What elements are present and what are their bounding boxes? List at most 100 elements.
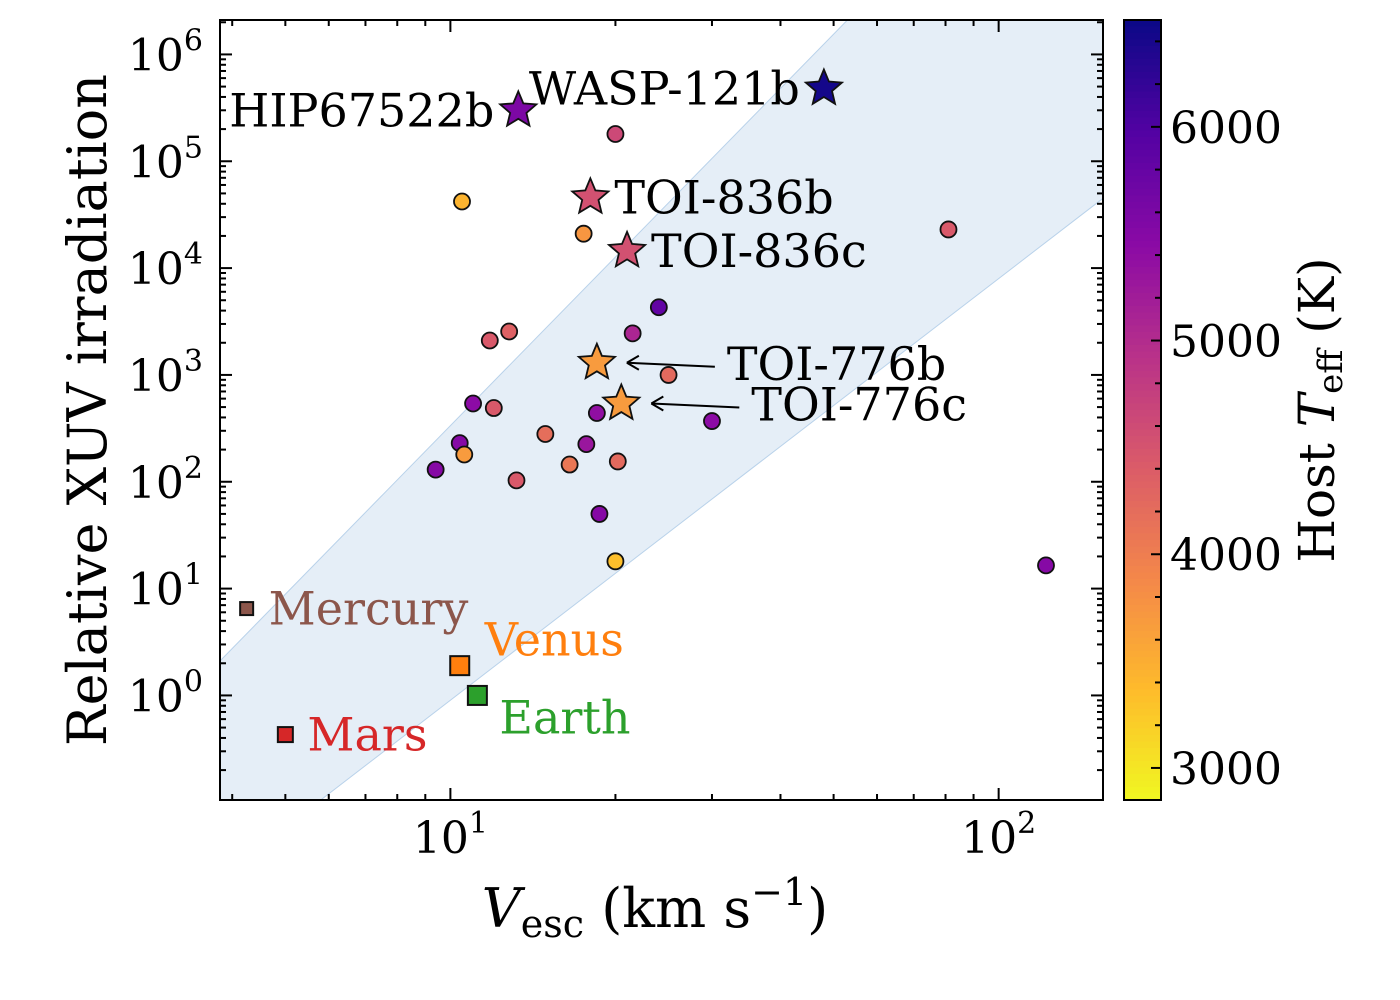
- colorbar-segment: [1124, 195, 1161, 203]
- planet-point: [480, 331, 499, 350]
- colorbar-segment: [1124, 754, 1161, 762]
- colorbar-segment: [1124, 611, 1161, 619]
- colorbar-segment: [1124, 208, 1161, 216]
- colorbar-segment: [1124, 715, 1161, 723]
- y-tick-label: 103: [128, 344, 203, 402]
- solar-planet-label: Mars: [307, 708, 427, 762]
- colorbar-segment: [1124, 111, 1161, 119]
- colorbar-segment: [1124, 670, 1161, 678]
- colorbar-segment: [1124, 143, 1161, 151]
- colorbar-segment: [1124, 566, 1161, 574]
- colorbar-segment: [1124, 553, 1161, 561]
- colorbar-segment: [1124, 377, 1161, 385]
- data-marks: Mercury Venus Earth Mars HIP67522b WASP-121b T…: [229, 61, 1055, 762]
- colorbar-segment: [1124, 176, 1161, 184]
- colorbar-segment: [1124, 475, 1161, 483]
- colorbar-segment: [1124, 403, 1161, 411]
- colorbar-segment: [1124, 540, 1161, 548]
- colorbar-segment: [1124, 137, 1161, 145]
- colorbar-segment: [1124, 390, 1161, 398]
- highlighted-planet-label: TOI-836c: [651, 224, 867, 278]
- highlighted-planet-label: WASP-121b: [529, 61, 800, 115]
- x-axis-label: Vesc (km s−1): [482, 870, 828, 946]
- colorbar-segment: [1124, 371, 1161, 379]
- x-axis-label-close: ): [807, 877, 828, 940]
- x-tick-label: 102: [961, 806, 1036, 864]
- colorbar-segment: [1124, 156, 1161, 164]
- colorbar-tick-label: 6000: [1170, 103, 1282, 154]
- colorbar-segment: [1124, 429, 1161, 437]
- planet-point: [606, 552, 625, 571]
- planet-point: [659, 366, 678, 384]
- colorbar-segment: [1124, 598, 1161, 606]
- colorbar-segment: [1124, 169, 1161, 177]
- colorbar-label: Host Teff (K): [1288, 257, 1351, 562]
- colorbar-segment: [1124, 351, 1161, 359]
- plot-frame: [219, 19, 1104, 801]
- planet-point: [577, 435, 596, 454]
- colorbar-segment: [1124, 338, 1161, 346]
- solar-planet-label: Earth: [499, 690, 630, 744]
- axis-ticks: 101 102 100 101 102 103 104 105 106: [128, 20, 1103, 864]
- colorbar-segment: [1124, 267, 1161, 275]
- colorbar-tick-label: 4000: [1170, 530, 1282, 581]
- colorbar-segment: [1124, 306, 1161, 314]
- planet-point: [608, 452, 627, 471]
- planet-point: [649, 298, 668, 317]
- colorbar-segment: [1124, 436, 1161, 444]
- colorbar-segment: [1124, 546, 1161, 554]
- y-tick-label: 104: [128, 237, 203, 295]
- colorbar-segment: [1124, 696, 1161, 704]
- highlighted-planet-label: TOI-836b: [614, 170, 833, 224]
- highlighted-planet-label: TOI-776b: [727, 337, 946, 391]
- colorbar-label-unit: (K): [1288, 257, 1346, 349]
- planet-point: [606, 125, 625, 143]
- x-axis-label-sub: esc: [521, 902, 584, 946]
- x-axis-label-unit: (km s: [584, 877, 751, 940]
- highlighted-planet-star: [576, 341, 618, 381]
- colorbar-segment: [1124, 709, 1161, 717]
- colorbar-segment: [1124, 683, 1161, 691]
- colorbar-segment: [1124, 293, 1161, 301]
- colorbar-segment: [1124, 494, 1161, 502]
- colorbar-segment: [1124, 416, 1161, 424]
- colorbar-segment: [1124, 182, 1161, 190]
- planet-point: [587, 404, 606, 422]
- colorbar-segment: [1124, 735, 1161, 743]
- colorbar-segment: [1124, 631, 1161, 639]
- solar-planet-label: Mercury: [269, 582, 469, 636]
- colorbar-segment: [1124, 280, 1161, 288]
- planet-point: [500, 322, 519, 341]
- colorbar-segment: [1124, 657, 1161, 665]
- annotation-arrowhead: [626, 354, 640, 371]
- planet-point: [703, 412, 721, 430]
- colorbar-segment: [1124, 273, 1161, 281]
- colorbar-segment: [1124, 78, 1161, 86]
- solar-planet-marker: [276, 726, 294, 744]
- planet-point: [507, 471, 526, 490]
- colorbar-segment: [1124, 215, 1161, 223]
- planet-point: [560, 455, 579, 474]
- highlighted-planet-star: [497, 88, 539, 128]
- colorbar-segment: [1124, 644, 1161, 652]
- colorbar-segment: [1124, 254, 1161, 262]
- colorbar-segment: [1124, 124, 1161, 132]
- colorbar-segment: [1124, 507, 1161, 515]
- colorbar-segment: [1124, 189, 1161, 197]
- colorbar-segment: [1124, 247, 1161, 255]
- colorbar-segment: [1124, 65, 1161, 73]
- highlighted-planet-star: [601, 382, 642, 421]
- y-tick-label: 106: [128, 23, 203, 81]
- colorbar-segment: [1124, 527, 1161, 535]
- colorbar-segment: [1124, 585, 1161, 593]
- solar-planet-marker: [466, 684, 488, 706]
- colorbar-segment: [1124, 767, 1161, 775]
- solar-planet-label: Venus: [484, 613, 624, 667]
- highlighted-planet-star: [606, 229, 648, 269]
- colorbar-segment: [1124, 85, 1161, 93]
- planet-point: [623, 324, 642, 343]
- colorbar-segment: [1124, 384, 1161, 392]
- colorbar-segment: [1124, 319, 1161, 327]
- colorbar-segment: [1124, 52, 1161, 60]
- colorbar-segment: [1124, 501, 1161, 509]
